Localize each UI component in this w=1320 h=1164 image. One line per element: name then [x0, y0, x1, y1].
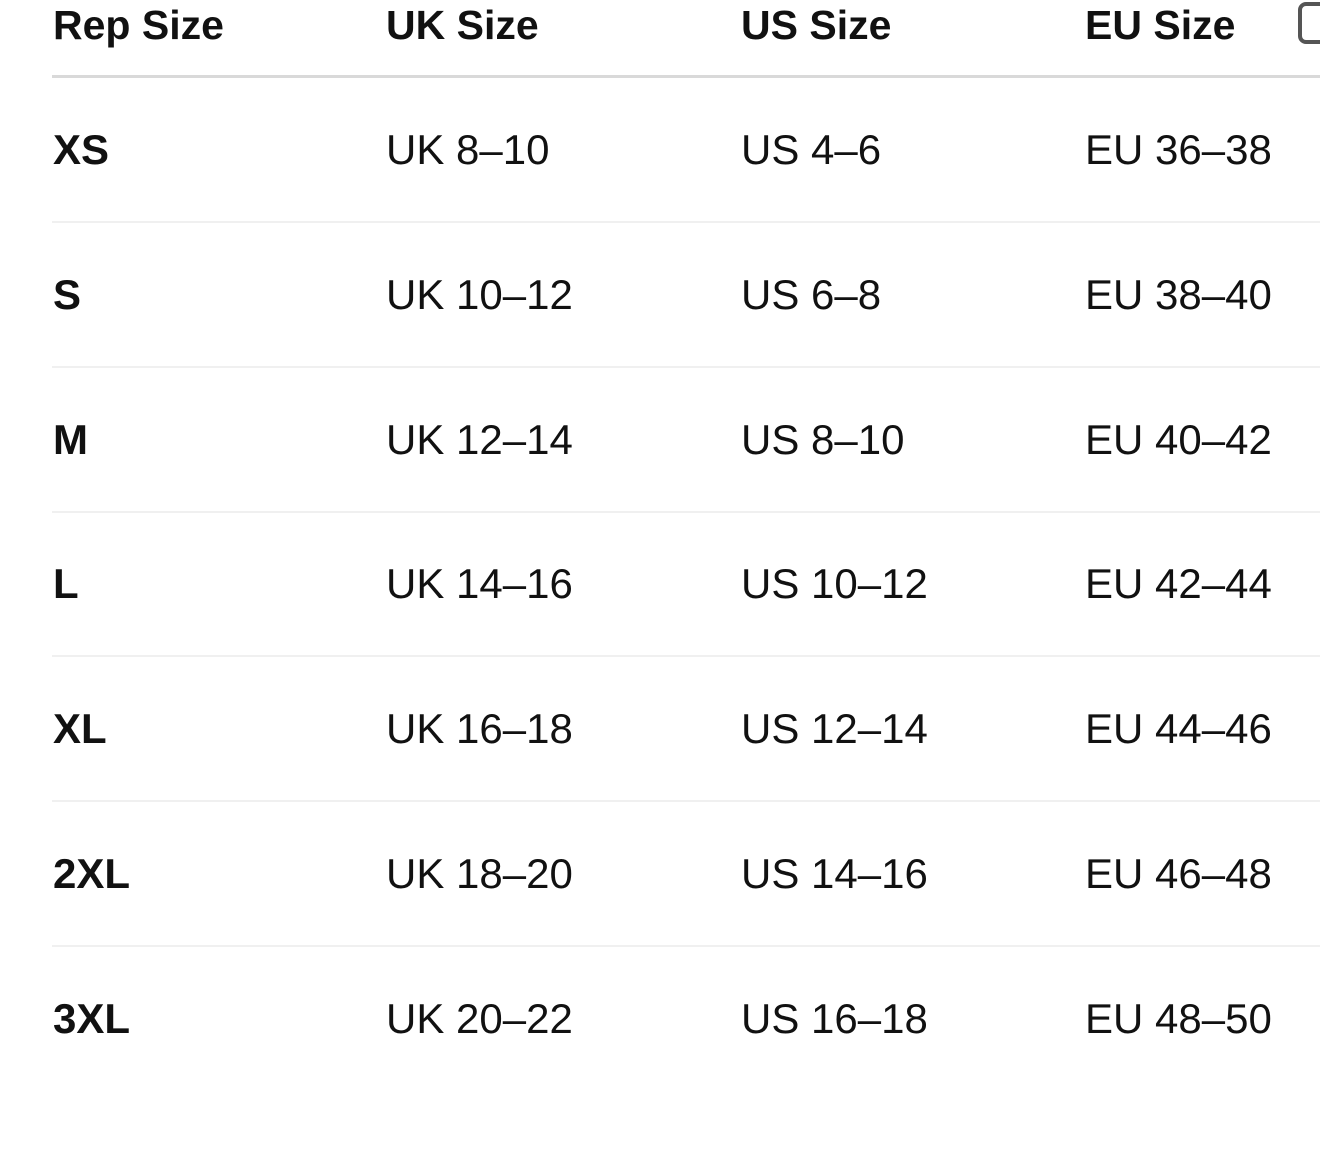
- cell-eu-size: EU 40–42: [1085, 416, 1272, 463]
- cell-eu-size: EU 44–46: [1085, 705, 1272, 752]
- cell-us-size: US 6–8: [741, 271, 882, 318]
- header-us-size: US Size: [741, 2, 892, 48]
- row-divider: [52, 655, 1320, 657]
- cell-eu-size: EU 42–44: [1085, 560, 1272, 607]
- table-row: L UK 14–16 US 10–12 EU 42–44: [0, 560, 1320, 729]
- cell-us-size: US 8–10: [741, 416, 905, 463]
- cell-eu-size: EU 48–50: [1085, 995, 1272, 1042]
- cell-rep-size: XL: [53, 705, 107, 752]
- cell-us-size: US 16–18: [741, 995, 928, 1042]
- cell-uk-size: UK 14–16: [386, 560, 573, 607]
- cell-rep-size: 2XL: [53, 850, 131, 897]
- table-header: Rep Size UK Size US Size EU Size: [0, 0, 1320, 52]
- cell-rep-size: L: [53, 560, 79, 607]
- cell-uk-size: UK 8–10: [386, 126, 550, 173]
- cell-uk-size: UK 20–22: [386, 995, 573, 1042]
- cell-uk-size: UK 12–14: [386, 416, 573, 463]
- table-row: M UK 12–14 US 8–10 EU 40–42: [0, 416, 1320, 585]
- cell-us-size: US 10–12: [741, 560, 928, 607]
- cell-rep-size: M: [53, 416, 88, 463]
- table-row: S UK 10–12 US 6–8 EU 38–40: [0, 271, 1320, 440]
- cell-eu-size: EU 38–40: [1085, 271, 1272, 318]
- row-divider: [52, 511, 1320, 513]
- header-rep-size: Rep Size: [53, 2, 224, 48]
- cell-eu-size: EU 46–48: [1085, 850, 1272, 897]
- cell-rep-size: XS: [53, 126, 110, 173]
- cell-rep-size: 3XL: [53, 995, 131, 1042]
- row-divider: [52, 221, 1320, 223]
- header-uk-size: UK Size: [386, 2, 539, 48]
- copy-icon[interactable]: [1298, 2, 1320, 44]
- cell-uk-size: UK 18–20: [386, 850, 573, 897]
- row-divider: [52, 945, 1320, 947]
- cell-eu-size: EU 36–38: [1085, 126, 1272, 173]
- table-row: XL UK 16–18 US 12–14 EU 44–46: [0, 705, 1320, 874]
- table-row: 2XL UK 18–20 US 14–16 EU 46–48: [0, 850, 1320, 1019]
- row-divider: [52, 366, 1320, 368]
- cell-us-size: US 4–6: [741, 126, 882, 173]
- header-eu-size: EU Size: [1085, 2, 1236, 48]
- cell-uk-size: UK 16–18: [386, 705, 573, 752]
- row-divider: [52, 800, 1320, 802]
- table-row: XS UK 8–10 US 4–6 EU 36–38: [0, 126, 1320, 295]
- cell-us-size: US 14–16: [741, 850, 928, 897]
- cell-uk-size: UK 10–12: [386, 271, 573, 318]
- cell-us-size: US 12–14: [741, 705, 928, 752]
- table-row: 3XL UK 20–22 US 16–18 EU 48–50: [0, 995, 1320, 1164]
- cell-rep-size: S: [53, 271, 82, 318]
- header-divider: [52, 75, 1320, 78]
